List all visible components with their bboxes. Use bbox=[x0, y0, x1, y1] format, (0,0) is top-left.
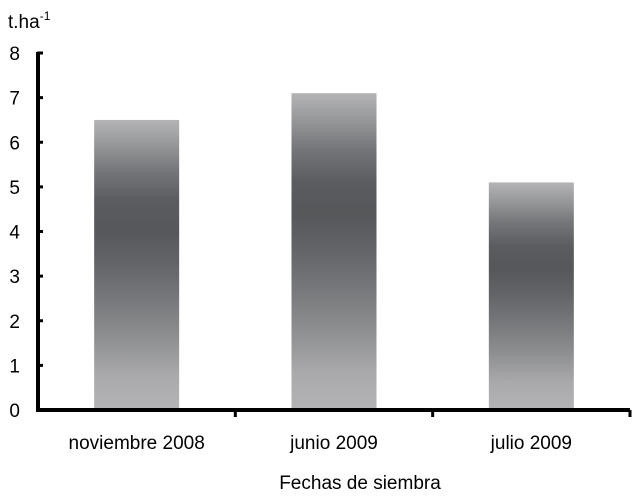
bars-group bbox=[94, 93, 574, 410]
y-unit-superscript: -1 bbox=[40, 9, 51, 23]
x-axis-title: Fechas de siembra bbox=[279, 473, 441, 494]
y-tick-label: 7 bbox=[9, 89, 20, 110]
y-tick-label: 6 bbox=[9, 133, 20, 154]
y-tick-label: 1 bbox=[9, 356, 20, 377]
y-unit-label: t.ha-1 bbox=[8, 9, 51, 33]
y-tick-label: 8 bbox=[9, 44, 20, 65]
y-tick-label: 4 bbox=[9, 223, 20, 244]
y-tick-label: 5 bbox=[9, 178, 20, 199]
x-category-label: junio 2009 bbox=[289, 433, 378, 454]
y-tick-label: 2 bbox=[9, 312, 20, 333]
bar-1 bbox=[94, 119, 180, 410]
x-category-label: noviembre 2008 bbox=[69, 433, 205, 454]
y-tick-label: 0 bbox=[9, 401, 20, 422]
x-axis-ticks: noviembre 2008 junio 2009 julio 2009 bbox=[69, 410, 632, 454]
y-unit-base: t.ha bbox=[8, 12, 40, 33]
x-category-label: julio 2009 bbox=[490, 433, 572, 454]
y-tick-label: 3 bbox=[9, 267, 20, 288]
bar-3 bbox=[488, 182, 574, 410]
bar-2 bbox=[291, 93, 377, 410]
